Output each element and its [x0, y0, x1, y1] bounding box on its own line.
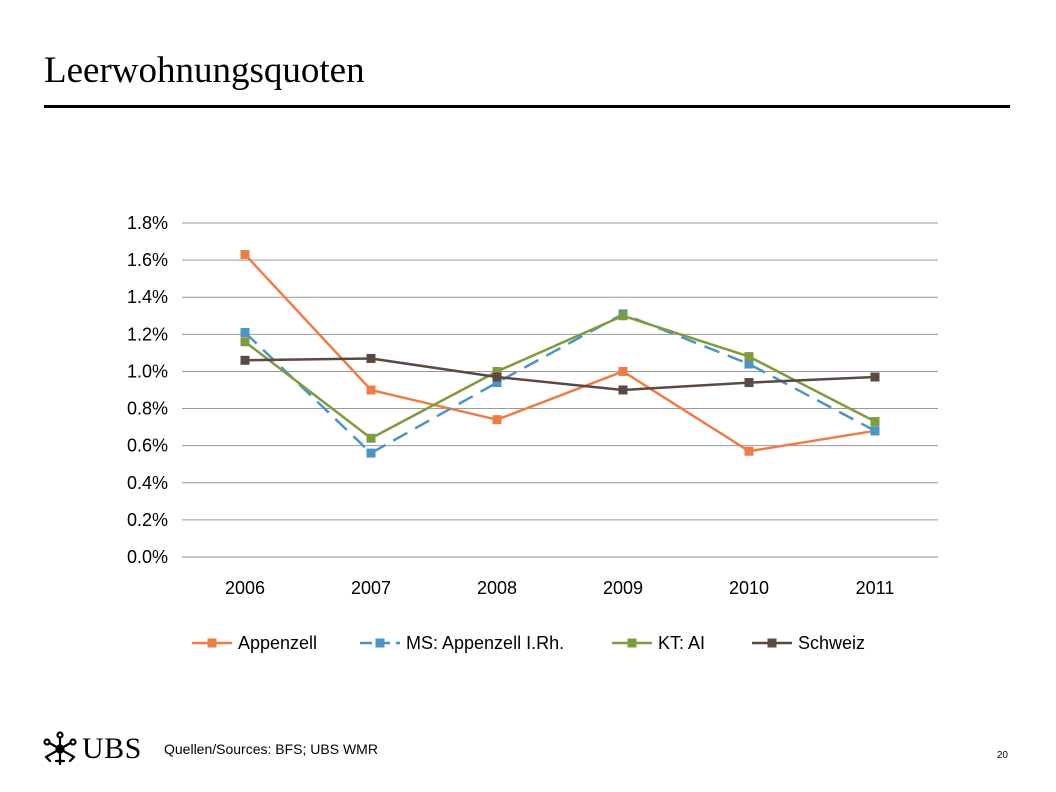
data-point — [240, 355, 250, 365]
title-divider — [44, 105, 1010, 108]
data-point — [366, 448, 376, 458]
page-number: 20 — [996, 750, 1008, 761]
x-tick-label: 2010 — [729, 578, 769, 598]
ubs-keys-icon — [43, 731, 77, 766]
series-line-1 — [244, 312, 876, 455]
data-point — [618, 311, 628, 321]
data-point — [492, 366, 502, 376]
data-point — [618, 366, 628, 376]
data-point — [618, 385, 628, 395]
y-tick-label: 0.4% — [127, 473, 168, 493]
sources-note: Quellen/Sources: BFS; UBS WMR — [164, 741, 378, 757]
y-tick-label: 0.2% — [127, 510, 168, 530]
x-tick-label: 2007 — [351, 578, 391, 598]
data-point — [240, 250, 250, 260]
data-point — [744, 359, 754, 369]
legend-label: Appenzell — [238, 633, 317, 653]
data-point — [744, 378, 754, 388]
x-tick-label: 2008 — [477, 578, 517, 598]
legend-label: Schweiz — [798, 633, 865, 653]
data-point — [870, 417, 880, 427]
data-point — [240, 327, 250, 337]
data-point — [366, 385, 376, 395]
page-title: Leerwohnungsquoten — [44, 50, 365, 91]
legend-marker — [767, 638, 777, 648]
legend-label: KT: AI — [658, 633, 705, 653]
legend-label: MS: Appenzell I.Rh. — [406, 633, 564, 653]
series-line-2 — [244, 314, 876, 440]
data-point — [870, 426, 880, 436]
data-point — [366, 353, 376, 363]
y-tick-label: 1.2% — [127, 324, 168, 344]
data-point — [492, 415, 502, 425]
series-line-3 — [244, 357, 876, 392]
ubs-logo-text: UBS — [82, 732, 142, 765]
y-tick-label: 1.0% — [127, 361, 168, 381]
data-point — [492, 378, 502, 388]
y-tick-label: 1.4% — [127, 287, 168, 307]
legend-marker — [627, 638, 637, 648]
y-tick-label: 1.6% — [127, 250, 168, 270]
data-point — [492, 372, 502, 382]
x-tick-label: 2011 — [856, 578, 895, 598]
y-tick-label: 0.0% — [127, 547, 168, 567]
data-point — [744, 446, 754, 456]
x-tick-label: 2009 — [603, 578, 643, 598]
data-point — [366, 433, 376, 443]
data-point — [744, 352, 754, 362]
ubs-logo: UBS — [42, 731, 142, 767]
legend-marker — [375, 638, 385, 648]
y-tick-label: 0.6% — [127, 436, 168, 456]
series-line-0 — [244, 253, 876, 453]
x-tick-label: 2006 — [225, 578, 265, 598]
y-tick-label: 1.8% — [127, 213, 168, 233]
legend-marker — [207, 638, 217, 648]
data-point — [870, 372, 880, 382]
y-tick-label: 0.8% — [127, 399, 168, 419]
data-point — [240, 337, 250, 347]
